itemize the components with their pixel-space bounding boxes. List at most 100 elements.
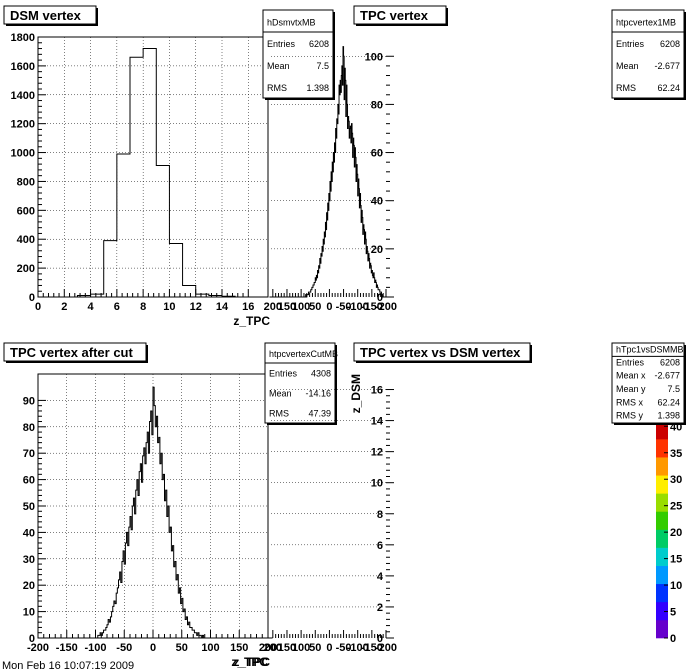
color-bar-seg-10: [656, 439, 668, 458]
xtick-label-3-7: 150: [278, 642, 296, 654]
histogram-line-1: [269, 46, 386, 298]
xtick-label-0-6: 12: [190, 301, 202, 313]
title-shadow-b-2: [6, 361, 148, 363]
xtick-label-3-6: 100: [292, 642, 310, 654]
y-axis-label-3: z_DSM: [349, 374, 363, 413]
chart-title-0: DSM vertex: [10, 8, 82, 23]
xtick-label-3-8: 200: [264, 642, 282, 654]
stats-label-1-0: Entries: [616, 39, 645, 49]
xtick-label-3-3: -50: [336, 642, 352, 654]
stats-label-0-2: RMS: [267, 83, 287, 93]
xtick-label-2-2: -100: [84, 642, 106, 654]
color-bar-seg-6: [656, 511, 668, 530]
xtick-label-3-2: -100: [347, 642, 369, 654]
xtick-label-2-6: 100: [201, 642, 219, 654]
stats-box-2: [264, 342, 336, 424]
ytick-label-1-5: 100: [365, 51, 383, 63]
stats-value-0-0: 6208: [309, 39, 329, 49]
ytick-label-3-1: 2: [377, 602, 383, 614]
stats-value-3-4: 1.398: [657, 411, 680, 421]
footer-timestamp: Mon Feb 16 10:07:19 2009: [2, 660, 135, 672]
ytick-label-3-3: 6: [377, 540, 383, 552]
xtick-label-1-3: -50: [336, 301, 352, 313]
title-shadow-2: [146, 345, 148, 363]
x-axis-label-2: z_TPC: [231, 655, 268, 669]
ytick-label-0-6: 1200: [11, 119, 35, 131]
xtick-label-2-3: -50: [116, 642, 132, 654]
stats-value-2-0: 4308: [311, 369, 331, 379]
ytick-label-0-1: 200: [17, 263, 35, 275]
ytick-label-0-8: 1600: [11, 61, 35, 73]
xtick-label-1-7: 150: [278, 301, 296, 313]
ytick-label-2-5: 50: [23, 501, 35, 513]
color-bar-seg-2: [656, 583, 668, 603]
title-shadow-1: [446, 8, 448, 26]
ytick-label-0-0: 0: [29, 292, 35, 304]
ytick-label-2-7: 70: [23, 448, 35, 460]
ytick-label-1-3: 60: [371, 148, 383, 160]
xtick-label-3-1: -150: [361, 642, 383, 654]
xtick-label-3-5: 50: [309, 642, 321, 654]
ytick-label-3-8: 16: [371, 385, 383, 397]
xtick-label-0-3: 6: [114, 301, 120, 313]
plot-frame-0: [37, 36, 269, 298]
stats-value-0-1: 7.5: [316, 61, 329, 71]
color-bar-seg-3: [656, 565, 668, 585]
ztick-label-7: 35: [670, 448, 682, 460]
ytick-label-2-9: 90: [23, 395, 35, 407]
stats-value-3-1: -2.677: [654, 371, 680, 381]
ytick-label-3-6: 12: [371, 447, 383, 459]
stats-value-3-3: 62.24: [657, 397, 680, 407]
ytick-label-1-1: 20: [371, 244, 383, 256]
ytick-label-3-7: 14: [371, 416, 384, 428]
ytick-label-3-0: 0: [377, 633, 383, 645]
ytick-label-1-0: 0: [377, 292, 383, 304]
xtick-label-0-2: 4: [88, 301, 95, 313]
title-shadow-0: [96, 8, 98, 26]
ytick-label-0-3: 600: [17, 205, 35, 217]
chart-title-1: TPC vertex: [360, 8, 429, 23]
ytick-label-0-4: 800: [17, 176, 35, 188]
ytick-label-2-8: 80: [23, 422, 35, 434]
title-shadow-b-0: [6, 24, 98, 26]
histogram-2: [38, 386, 273, 639]
stats-value-1-2: 62.24: [657, 83, 680, 93]
xtick-label-0-4: 8: [140, 301, 146, 313]
title-shadow-b-1: [356, 24, 448, 26]
histogram-1: [269, 46, 386, 298]
xtick-label-0-0: 0: [35, 301, 41, 313]
ytick-label-2-2: 20: [23, 580, 35, 592]
stats-label-0-1: Mean: [267, 61, 290, 71]
ytick-label-0-5: 1000: [11, 148, 35, 160]
stats-box-1: [611, 9, 685, 99]
ytick-label-3-4: 8: [377, 509, 383, 521]
xtick-label-0-7: 14: [216, 301, 229, 313]
color-bar-seg-4: [656, 547, 668, 566]
stats-label-2-2: RMS: [269, 409, 289, 419]
histogram-0: [76, 48, 236, 297]
stats-value-3-0: 6208: [660, 357, 680, 367]
stats-label-0-0: Entries: [267, 39, 296, 49]
ztick-label-1: 5: [670, 607, 676, 619]
stats-label-1-2: RMS: [616, 83, 636, 93]
stats-label-3-1: Mean x: [616, 371, 646, 381]
xtick-label-2-7: 150: [230, 642, 248, 654]
ytick-label-1-4: 80: [371, 99, 383, 111]
ytick-label-2-0: 0: [29, 633, 35, 645]
stats-value-0-2: 1.398: [306, 83, 329, 93]
xtick-label-3-0: -200: [375, 642, 397, 654]
color-bar-seg-8: [656, 475, 668, 494]
title-shadow-b-3: [356, 361, 532, 363]
stats-value-2-1: -14.16: [305, 389, 331, 399]
stats-name-0: hDsmvtxMB: [267, 17, 316, 27]
xtick-label-1-1: -150: [361, 301, 383, 313]
color-bar-seg-11: [656, 421, 668, 440]
ztick-label-2: 10: [670, 580, 682, 592]
color-bar-seg-1: [656, 601, 668, 621]
xtick-label-2-5: 50: [176, 642, 188, 654]
stats-value-1-1: -2.677: [654, 61, 680, 71]
color-bar-seg-5: [656, 529, 668, 548]
ztick-label-3: 15: [670, 554, 682, 566]
